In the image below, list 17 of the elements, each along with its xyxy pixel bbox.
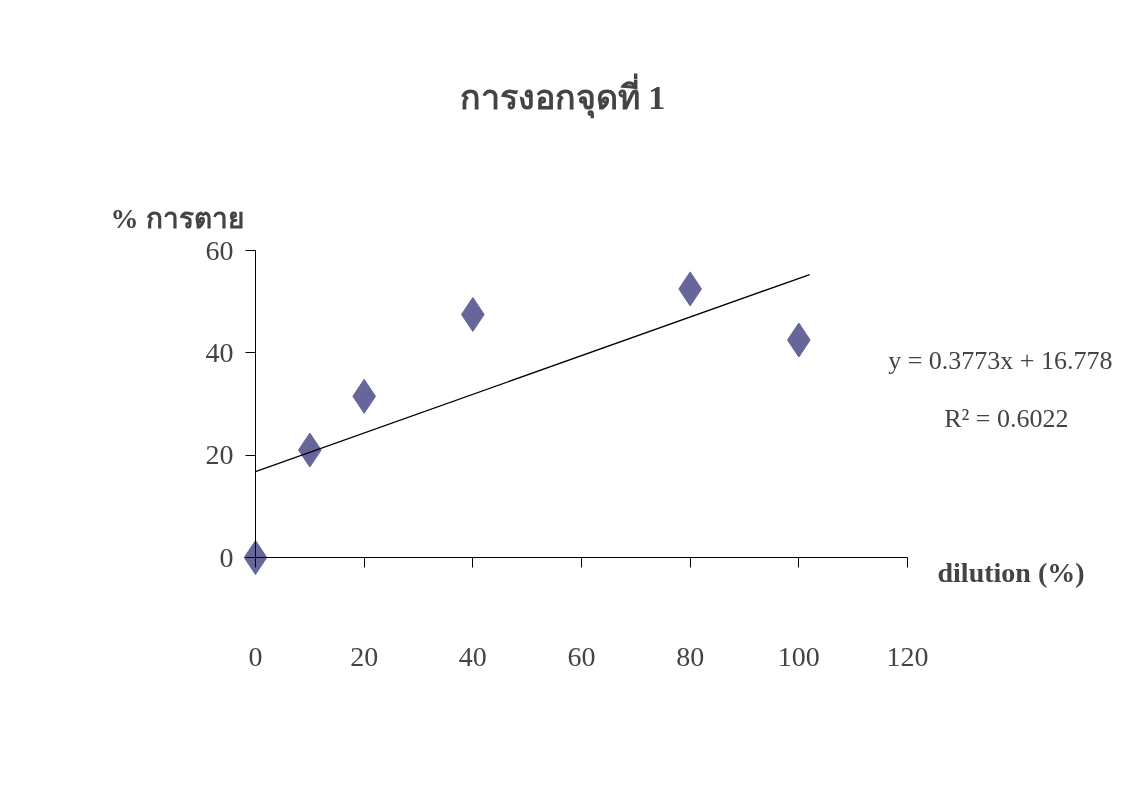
x-tick-label: 0 — [248, 640, 263, 672]
y-tick-label: 40 — [205, 336, 234, 368]
x-tick-label: 60 — [567, 640, 596, 672]
y-tick-label: 0 — [219, 541, 234, 573]
x-tick-label: 120 — [886, 640, 929, 672]
annotation: y = 0.3773x + 16.778 — [888, 346, 1113, 375]
chart-title: การงอกจุดที่ 1 — [459, 73, 666, 119]
x-axis-title: dilution (%) — [937, 557, 1085, 588]
x-tick-label: 40 — [458, 640, 487, 672]
x-tick-label: 20 — [350, 640, 379, 672]
text: R² = 0.6022 — [944, 404, 1069, 433]
point — [243, 540, 268, 575]
y-tick-label: 60 — [205, 234, 234, 266]
x-tick-label: 80 — [676, 640, 705, 672]
x-tick-label: 100 — [777, 640, 820, 672]
y-tick-label: 20 — [205, 439, 234, 471]
y-axis-title: % การตาย — [110, 203, 244, 234]
